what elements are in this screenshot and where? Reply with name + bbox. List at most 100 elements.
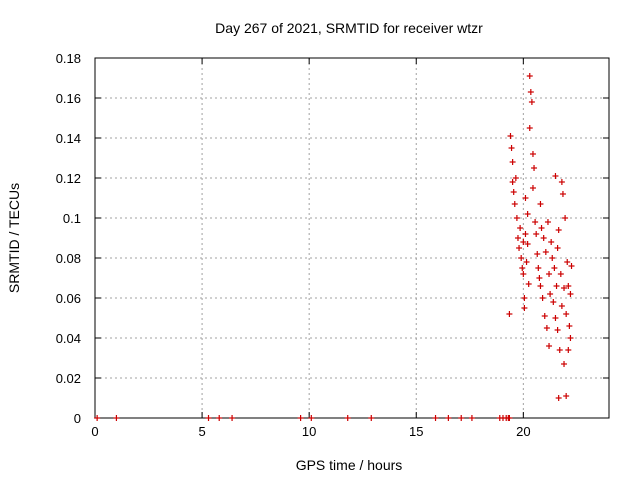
y-tick-label: 0.12 bbox=[56, 171, 81, 186]
chart-title: Day 267 of 2021, SRMTID for receiver wtz… bbox=[215, 20, 483, 36]
x-tick-label: 5 bbox=[198, 424, 205, 439]
data-point bbox=[547, 291, 554, 297]
data-point bbox=[511, 201, 518, 207]
data-point bbox=[216, 415, 223, 421]
data-point bbox=[553, 283, 560, 289]
y-tick-label: 0.18 bbox=[56, 51, 81, 66]
y-tick-label: 0.04 bbox=[56, 331, 81, 346]
data-point bbox=[517, 225, 524, 231]
data-point bbox=[510, 189, 517, 195]
data-point bbox=[512, 175, 519, 181]
y-tick-label: 0.16 bbox=[56, 91, 81, 106]
data-point bbox=[113, 415, 120, 421]
data-point bbox=[550, 299, 557, 305]
data-point bbox=[534, 251, 541, 257]
data-point bbox=[532, 219, 539, 225]
data-point bbox=[565, 347, 572, 353]
data-point bbox=[548, 239, 555, 245]
data-point bbox=[445, 415, 452, 421]
data-point bbox=[458, 415, 465, 421]
data-point bbox=[526, 125, 533, 131]
data-point bbox=[563, 393, 570, 399]
data-point bbox=[542, 249, 549, 255]
data-point bbox=[519, 265, 526, 271]
data-point bbox=[554, 327, 561, 333]
data-point bbox=[509, 179, 516, 185]
data-point bbox=[509, 159, 516, 165]
data-point bbox=[523, 259, 530, 265]
data-point bbox=[554, 245, 561, 251]
x-tick-label: 0 bbox=[91, 424, 98, 439]
data-point bbox=[558, 303, 565, 309]
data-point bbox=[521, 305, 528, 311]
data-point bbox=[541, 313, 548, 319]
data-point bbox=[529, 185, 536, 191]
y-axis-label: SRMTID / TECUs bbox=[6, 183, 22, 293]
data-point bbox=[556, 347, 563, 353]
data-point bbox=[567, 291, 574, 297]
data-point bbox=[559, 191, 566, 197]
data-point bbox=[555, 395, 562, 401]
data-point bbox=[518, 255, 525, 261]
data-point bbox=[549, 255, 556, 261]
data-point bbox=[513, 215, 520, 221]
data-point bbox=[524, 211, 531, 217]
data-point bbox=[524, 241, 531, 247]
y-tick-label: 0.14 bbox=[56, 131, 81, 146]
data-point bbox=[546, 271, 553, 277]
data-point bbox=[539, 295, 546, 301]
data-point bbox=[525, 281, 532, 287]
plot-frame bbox=[94, 57, 610, 419]
data-point bbox=[568, 263, 575, 269]
data-point bbox=[526, 73, 533, 79]
data-point bbox=[529, 151, 536, 157]
data-point bbox=[540, 235, 547, 241]
data-point bbox=[551, 265, 558, 271]
x-axis-label: GPS time / hours bbox=[296, 457, 403, 473]
data-point bbox=[308, 415, 315, 421]
data-point bbox=[536, 275, 543, 281]
data-point bbox=[508, 145, 515, 151]
data-point bbox=[567, 335, 574, 341]
data-point bbox=[552, 173, 559, 179]
data-point bbox=[564, 259, 571, 265]
data-point bbox=[537, 201, 544, 207]
data-point bbox=[563, 311, 570, 317]
data-point bbox=[565, 283, 572, 289]
data-point bbox=[520, 271, 527, 277]
data-point bbox=[521, 295, 528, 301]
data-point bbox=[507, 133, 514, 139]
data-point bbox=[514, 235, 521, 241]
data-point bbox=[522, 195, 529, 201]
x-axis-ticks: 0 5 10 15 20 bbox=[91, 58, 531, 439]
data-point bbox=[527, 89, 534, 95]
data-point bbox=[297, 415, 304, 421]
data-point bbox=[566, 323, 573, 329]
data-point bbox=[528, 99, 535, 105]
y-tick-label: 0.08 bbox=[56, 251, 81, 266]
data-point bbox=[531, 165, 538, 171]
data-point bbox=[552, 315, 559, 321]
y-tick-label: 0.02 bbox=[56, 371, 81, 386]
data-point bbox=[205, 415, 212, 421]
data-point bbox=[94, 415, 101, 421]
data-point bbox=[368, 415, 375, 421]
data-point bbox=[555, 227, 562, 233]
data-point bbox=[468, 415, 475, 421]
data-point bbox=[533, 231, 540, 237]
data-point bbox=[546, 343, 553, 349]
data-point bbox=[561, 361, 568, 367]
x-tick-label: 15 bbox=[409, 424, 423, 439]
data-point bbox=[557, 271, 564, 277]
data-point bbox=[538, 225, 545, 231]
y-tick-label: 0 bbox=[74, 411, 81, 426]
x-tick-label: 20 bbox=[516, 424, 530, 439]
y-tick-label: 0.1 bbox=[63, 211, 81, 226]
data-point bbox=[432, 415, 439, 421]
data-point bbox=[535, 265, 542, 271]
data-point bbox=[520, 239, 527, 245]
x-tick-label: 10 bbox=[302, 424, 316, 439]
data-point bbox=[558, 179, 565, 185]
data-point bbox=[537, 283, 544, 289]
grid-lines bbox=[95, 58, 609, 418]
